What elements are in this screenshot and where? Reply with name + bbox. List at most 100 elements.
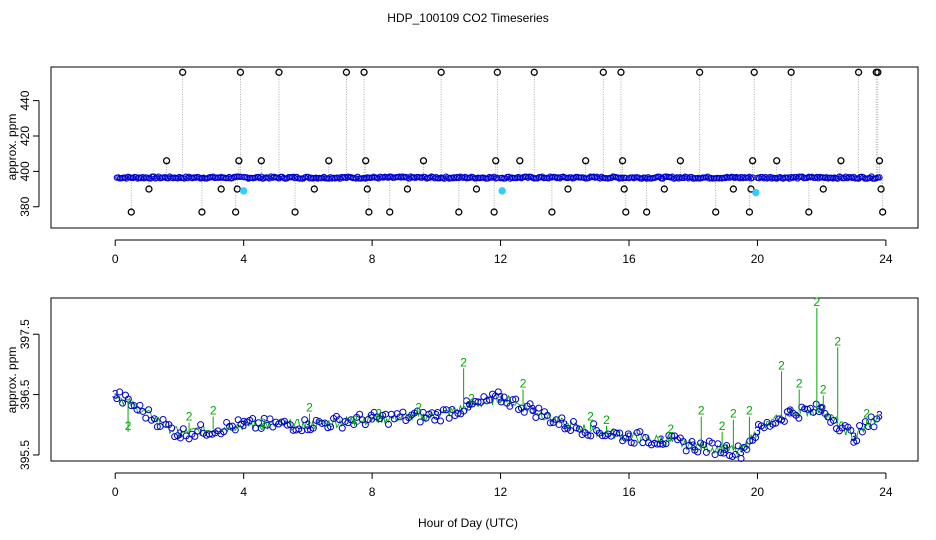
blue-series-point bbox=[162, 420, 170, 428]
blue-series-point bbox=[780, 417, 788, 425]
outlier-point bbox=[342, 68, 351, 76]
outlier-point bbox=[617, 68, 625, 76]
blue-series-point bbox=[856, 422, 864, 430]
highlight-point bbox=[239, 187, 248, 195]
green-series-marker: 2 bbox=[460, 355, 467, 369]
outlier-point bbox=[127, 208, 135, 216]
blue-series-point bbox=[399, 408, 407, 416]
blue-series-marker: 3 bbox=[465, 400, 472, 414]
outlier-point bbox=[162, 157, 171, 165]
baseline-point bbox=[876, 174, 883, 181]
blue-series-point bbox=[434, 409, 442, 417]
outlier-point bbox=[773, 157, 781, 165]
blue-series-point bbox=[743, 445, 751, 453]
blue-series-point bbox=[500, 393, 508, 401]
blue-series-point bbox=[731, 450, 739, 458]
blue-series-point bbox=[526, 400, 534, 408]
outlier-point bbox=[747, 185, 755, 193]
green-series-marker: 2 bbox=[415, 401, 422, 415]
blue-series-point bbox=[445, 414, 453, 422]
blue-series-point bbox=[847, 426, 855, 434]
blue-series-marker: 3 bbox=[529, 403, 536, 417]
blue-series-point bbox=[723, 441, 731, 449]
blue-series-point bbox=[113, 395, 121, 403]
blue-series-point bbox=[659, 440, 667, 448]
bottom-y-tick-label: 396.5 bbox=[18, 379, 32, 409]
green-series-marker: 2 bbox=[730, 407, 737, 421]
blue-series-point bbox=[627, 439, 635, 447]
blue-series-point bbox=[197, 421, 205, 429]
outlier-point bbox=[643, 208, 651, 216]
green-series-marker: 2 bbox=[520, 377, 527, 391]
blue-series-point bbox=[624, 430, 632, 438]
outlier-point bbox=[564, 185, 572, 193]
blue-series-point bbox=[630, 439, 638, 447]
blue-series-marker: 3 bbox=[850, 430, 857, 444]
outlier-point bbox=[419, 157, 428, 165]
blue-series-point bbox=[775, 415, 783, 423]
blue-series-point bbox=[584, 431, 592, 439]
top-x-tick-label: 16 bbox=[622, 252, 636, 266]
blue-series-point bbox=[283, 421, 291, 429]
blue-series-point bbox=[309, 424, 317, 432]
outlier-point bbox=[854, 68, 863, 76]
outlier-point bbox=[233, 185, 241, 193]
blue-series-point bbox=[153, 423, 161, 431]
outlier-point bbox=[530, 68, 538, 76]
outlier-point bbox=[819, 185, 827, 193]
green-series-marker: 2 bbox=[468, 392, 475, 406]
blue-series-point bbox=[124, 395, 132, 403]
blue-series-point bbox=[870, 423, 878, 431]
outlier-point bbox=[363, 185, 371, 193]
bottom-y-axis-label: approx. ppm bbox=[5, 347, 19, 414]
bottom-x-tick-label: 4 bbox=[240, 485, 247, 499]
outlier-point bbox=[874, 68, 882, 76]
blue-series-point bbox=[416, 418, 424, 426]
outlier-point bbox=[492, 157, 500, 165]
blue-series-marker: 3 bbox=[305, 418, 312, 432]
baseline-point bbox=[746, 173, 753, 180]
outlier-point bbox=[235, 157, 243, 165]
blue-series-point bbox=[286, 421, 294, 429]
outlier-point bbox=[231, 208, 240, 216]
blue-series-point bbox=[220, 428, 228, 436]
green-series-marker: 2 bbox=[375, 407, 382, 421]
green-series-marker: 2 bbox=[698, 404, 705, 418]
x-axis-label: Hour of Day (UTC) bbox=[418, 516, 518, 530]
blue-series-point bbox=[702, 448, 710, 456]
top-y-tick-label: 440 bbox=[18, 90, 32, 110]
blue-series-point bbox=[249, 415, 257, 423]
blue-series-point bbox=[575, 425, 583, 433]
blue-series-point bbox=[439, 406, 447, 414]
blue-series-marker: 3 bbox=[690, 439, 697, 453]
blue-series-marker: 3 bbox=[433, 409, 440, 423]
blue-series-point bbox=[486, 396, 494, 404]
blue-series-point bbox=[318, 419, 326, 427]
top-y-tick-label: 420 bbox=[18, 126, 32, 146]
blue-series-point bbox=[324, 424, 332, 432]
blue-series-marker: 3 bbox=[876, 409, 883, 423]
outlier-point bbox=[291, 208, 299, 216]
blue-series-point bbox=[555, 420, 563, 428]
blue-series-point bbox=[119, 399, 127, 407]
blue-series-point bbox=[668, 432, 676, 440]
blue-series-point bbox=[682, 447, 690, 455]
blue-series-point bbox=[460, 407, 468, 415]
green-series-marker: 2 bbox=[125, 419, 132, 433]
bottom-x-tick-label: 20 bbox=[751, 485, 765, 499]
green-series-marker: 2 bbox=[306, 401, 313, 415]
blue-series-marker: 3 bbox=[818, 403, 825, 417]
blue-series-point bbox=[356, 410, 364, 418]
blue-series-point bbox=[150, 415, 158, 423]
outlier-point bbox=[437, 68, 445, 76]
blue-series-point bbox=[437, 417, 445, 425]
outlier-point bbox=[362, 157, 370, 165]
blue-series-point bbox=[711, 451, 719, 459]
top-x-tick-label: 24 bbox=[879, 252, 893, 266]
outlier-point bbox=[660, 185, 668, 193]
blue-series-point bbox=[361, 421, 369, 429]
bottom-x-tick-label: 12 bbox=[494, 485, 508, 499]
outlier-point bbox=[365, 208, 373, 216]
outlier-point bbox=[582, 157, 590, 165]
